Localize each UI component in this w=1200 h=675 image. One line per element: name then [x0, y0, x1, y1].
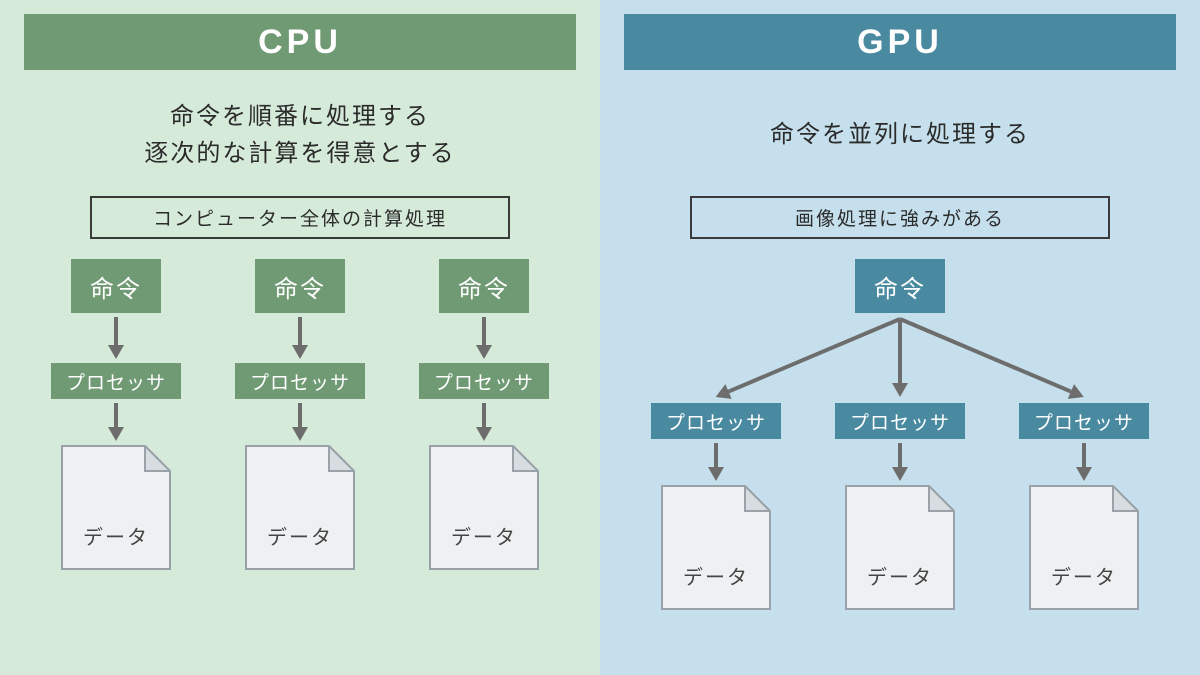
command-box: 命令	[439, 259, 529, 313]
arrow-down-icon	[888, 439, 912, 485]
arrow-down-icon	[104, 313, 128, 363]
data-label: データ	[661, 561, 771, 590]
cpu-diagram: 命令 プロセッサ データ命令 プロセッサ データ命令 プロセッサ データ	[24, 259, 576, 665]
data-document-icon: データ	[661, 485, 771, 610]
arrow-down-icon	[288, 399, 312, 445]
data-document-icon: データ	[1029, 485, 1139, 610]
cpu-lane: 命令 プロセッサ データ	[392, 259, 576, 570]
data-label: データ	[1029, 561, 1139, 590]
gpu-specialty-box: 画像処理に強みがある	[690, 196, 1110, 239]
arrow-down-icon	[472, 313, 496, 363]
gpu-lane: プロセッサ データ	[992, 403, 1176, 610]
cpu-panel: CPU 命令を順番に処理する 逐次的な計算を得意とする コンピューター全体の計算…	[0, 0, 600, 675]
cpu-description: 命令を順番に処理する 逐次的な計算を得意とする	[144, 96, 455, 174]
data-document-icon: データ	[245, 445, 355, 570]
data-document-icon: データ	[61, 445, 171, 570]
arrow-down-icon	[104, 399, 128, 445]
arrow-down-icon	[472, 399, 496, 445]
cpu-specialty-box: コンピューター全体の計算処理	[90, 196, 510, 239]
processor-box: プロセッサ	[51, 363, 181, 399]
data-label: データ	[61, 521, 171, 550]
fan-out-arrows	[624, 313, 1176, 403]
cpu-lane: 命令 プロセッサ データ	[208, 259, 392, 570]
arrow-down-icon	[288, 313, 312, 363]
gpu-panel: GPU 命令を並列に処理する 画像処理に強みがある 命令プロセッサ データプロセ…	[600, 0, 1200, 675]
gpu-diagram: 命令プロセッサ データプロセッサ データプロセッサ データ	[624, 259, 1176, 665]
processor-box: プロセッサ	[1019, 403, 1149, 439]
command-box: 命令	[255, 259, 345, 313]
gpu-lane: プロセッサ データ	[808, 403, 992, 610]
data-label: データ	[429, 521, 539, 550]
data-label: データ	[845, 561, 955, 590]
cpu-header: CPU	[24, 14, 576, 70]
gpu-lane: プロセッサ データ	[624, 403, 808, 610]
processor-box: プロセッサ	[651, 403, 781, 439]
data-document-icon: データ	[429, 445, 539, 570]
gpu-description: 命令を並列に処理する	[770, 96, 1030, 174]
arrow-down-icon	[704, 439, 728, 485]
processor-box: プロセッサ	[419, 363, 549, 399]
comparison-diagram: CPU 命令を順番に処理する 逐次的な計算を得意とする コンピューター全体の計算…	[0, 0, 1200, 675]
processor-box: プロセッサ	[235, 363, 365, 399]
command-box: 命令	[855, 259, 945, 313]
cpu-lane: 命令 プロセッサ データ	[24, 259, 208, 570]
data-document-icon: データ	[845, 485, 955, 610]
arrow-down-icon	[1072, 439, 1096, 485]
gpu-header: GPU	[624, 14, 1176, 70]
processor-box: プロセッサ	[835, 403, 965, 439]
data-label: データ	[245, 521, 355, 550]
command-box: 命令	[71, 259, 161, 313]
